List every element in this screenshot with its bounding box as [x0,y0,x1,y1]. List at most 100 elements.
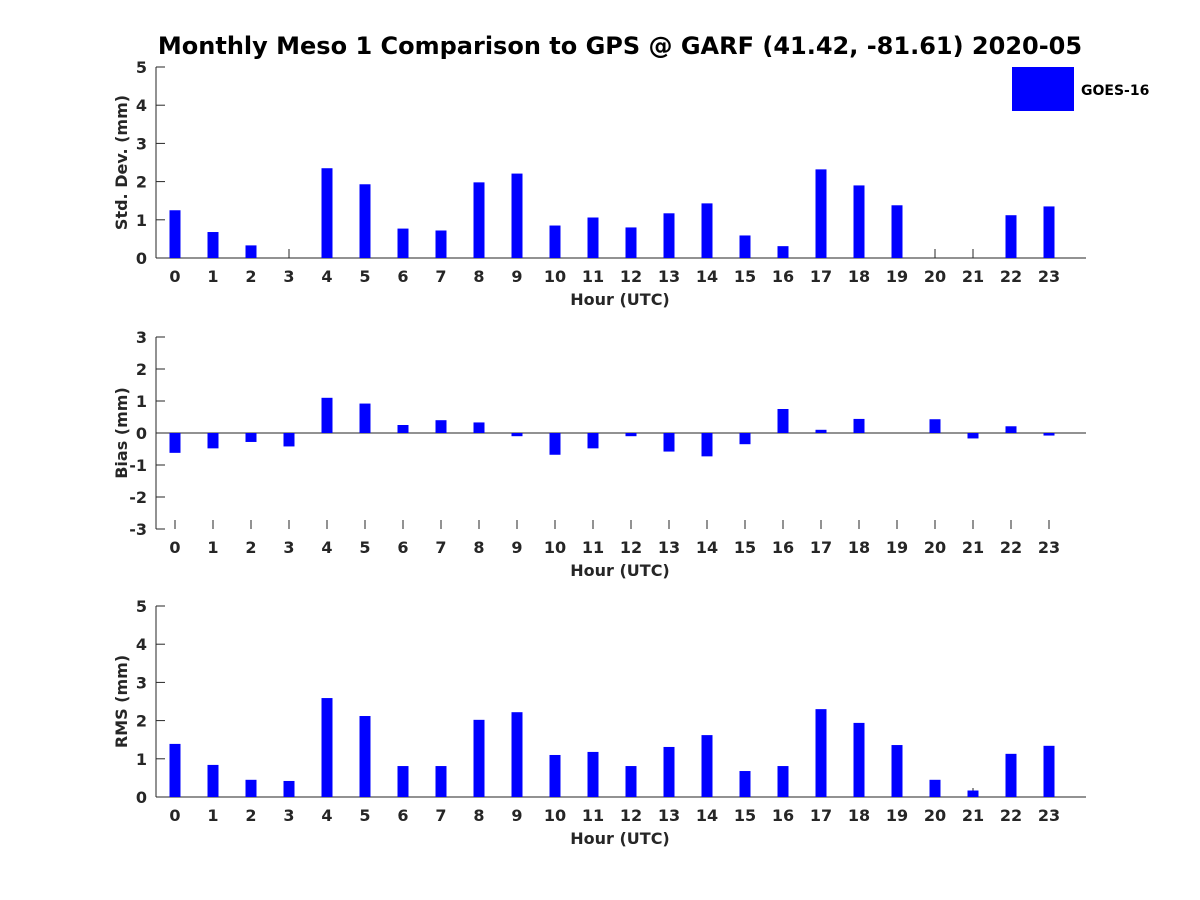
x-tick-label: 19 [886,267,908,286]
bar [967,790,979,797]
x-tick-label: 21 [962,806,984,825]
y-tick-label: 4 [136,96,147,115]
bar [587,751,599,797]
x-tick-label: 10 [544,538,566,557]
bar [1043,206,1055,258]
x-tick-label: 10 [544,806,566,825]
bar [549,225,561,258]
bar [701,735,713,797]
x-tick-label: 5 [359,806,370,825]
x-tick-label: 13 [658,538,680,557]
legend: GOES-16 [1012,67,1149,111]
bar [359,403,371,433]
bar [891,745,903,797]
x-tick-label: 14 [696,538,718,557]
bar [853,722,865,797]
y-tick-label: 2 [136,712,147,731]
y-tick-label: 3 [136,328,147,347]
x-tick-label: 16 [772,806,794,825]
x-tick-label: 0 [169,538,180,557]
x-tick-label: 20 [924,806,946,825]
x-tick-label: 13 [658,267,680,286]
y-tick-label: -2 [129,488,147,507]
x-tick-label: 0 [169,806,180,825]
bar [587,217,599,258]
x-tick-label: 19 [886,806,908,825]
bar [777,409,789,433]
y-tick-label: 0 [136,249,147,268]
bar [853,185,865,258]
bar [891,205,903,258]
bar [701,203,713,258]
x-tick-label: 8 [473,806,484,825]
bar [739,771,751,797]
x-tick-label: 23 [1038,267,1060,286]
bar [967,433,979,439]
x-tick-label: 0 [169,267,180,286]
x-tick-label: 11 [582,538,604,557]
bar [663,213,675,258]
bar [511,712,523,797]
x-tick-label: 12 [620,538,642,557]
bar [359,716,371,797]
bar [549,433,561,455]
x-tick-label: 22 [1000,538,1022,557]
y-tick-label: 1 [136,211,147,230]
y-tick-label: -1 [129,456,147,475]
y-tick-label: 2 [136,360,147,379]
bar [587,433,599,449]
x-tick-label: 19 [886,538,908,557]
x-tick-label: 17 [810,267,832,286]
y-tick-label: 5 [136,597,147,616]
x-tick-label: 18 [848,267,870,286]
bar [245,245,257,258]
x-tick-label: 7 [435,806,446,825]
y-tick-label: 3 [136,134,147,153]
x-tick-label: 7 [435,538,446,557]
x-tick-label: 13 [658,806,680,825]
y-tick-label: 0 [136,424,147,443]
bar [815,429,827,433]
y-axis-label: RMS (mm) [112,655,131,748]
chart-title: Monthly Meso 1 Comparison to GPS @ GARF … [158,32,1082,60]
y-tick-label: 2 [136,173,147,192]
bar [473,182,485,258]
x-tick-label: 1 [207,806,218,825]
x-tick-label: 18 [848,538,870,557]
bar [359,184,371,258]
x-tick-label: 23 [1038,538,1060,557]
bar [739,433,751,445]
legend-swatch [1012,67,1074,111]
bar [283,780,295,797]
x-axis-label: Hour (UTC) [570,561,670,580]
bar [169,743,181,797]
bar [1005,215,1017,258]
bar [435,420,447,433]
bar [1043,433,1055,436]
bar [207,433,219,449]
bar [929,419,941,433]
y-axis-label: Bias (mm) [112,387,131,479]
x-tick-label: 1 [207,538,218,557]
y-tick-label: 5 [136,58,147,77]
bar [815,169,827,258]
bar [169,433,181,453]
bar [435,766,447,797]
bar [473,422,485,433]
bar [207,232,219,258]
bar [777,766,789,797]
x-tick-label: 12 [620,806,642,825]
x-tick-label: 14 [696,806,718,825]
x-tick-label: 9 [511,538,522,557]
x-tick-label: 11 [582,806,604,825]
x-tick-label: 6 [397,267,408,286]
bar [321,698,333,797]
x-tick-label: 2 [245,538,256,557]
bar [701,433,713,457]
bar [283,433,295,447]
bar [1005,426,1017,433]
x-tick-label: 4 [321,538,332,557]
